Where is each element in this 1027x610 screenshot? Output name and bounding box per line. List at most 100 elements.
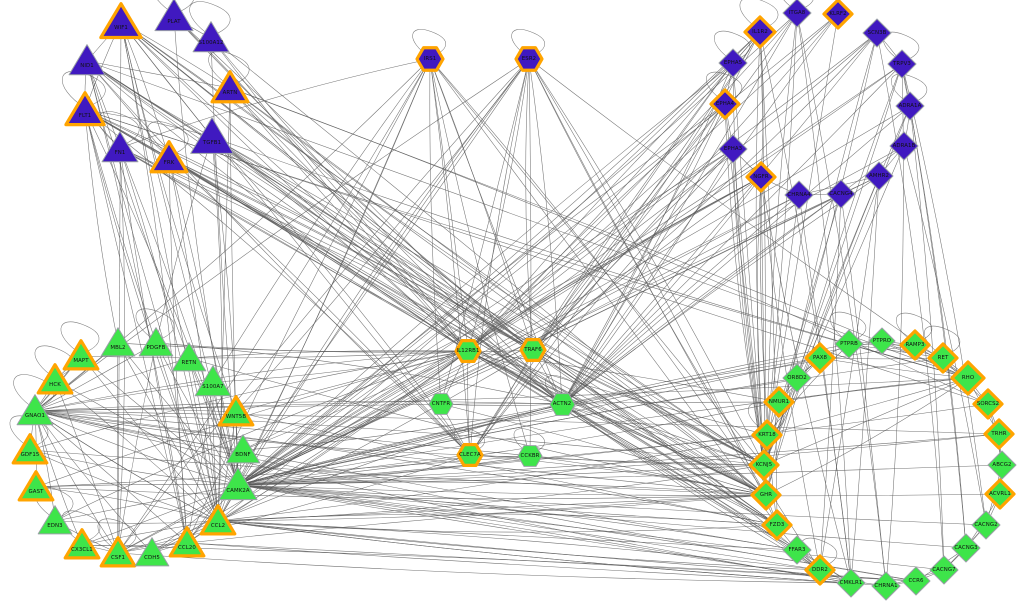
graph-edge — [467, 103, 726, 352]
graph-node-esr2[interactable]: ESR2 — [510, 40, 548, 78]
graph-edge — [35, 484, 239, 488]
graph-edge — [440, 403, 563, 406]
graph-edge — [766, 377, 969, 436]
graph-edge — [84, 109, 765, 466]
node-shape-diamond — [927, 342, 959, 374]
graph-edge — [237, 176, 762, 486]
graph-edge — [561, 403, 767, 496]
graph-node-gnao1[interactable]: GNAO1 — [13, 389, 57, 433]
graph-node-cdh5[interactable]: CDH5 — [131, 532, 173, 574]
graph-edge — [237, 32, 878, 486]
graph-edge — [237, 464, 765, 486]
node-shape-diamond — [983, 418, 1015, 450]
graph-self-loop — [208, 51, 250, 87]
graph-node-cacng4[interactable]: CACNG4 — [821, 174, 861, 214]
graph-node-tgfb1[interactable]: TGFB1 — [187, 112, 237, 162]
graph-node-fn1[interactable]: FN1 — [98, 126, 142, 170]
graph-edge — [237, 433, 1000, 486]
graph-edge — [155, 136, 213, 344]
graph-node-traf6[interactable]: TRAF6 — [515, 332, 551, 368]
graph-node-trpv3[interactable]: TRPV3 — [882, 44, 922, 84]
graph-self-loop — [135, 308, 175, 342]
graph-edge — [212, 58, 431, 383]
graph-edge — [532, 62, 734, 351]
graph-self-loop — [511, 29, 545, 58]
graph-node-il12rb1[interactable]: IL12RB1 — [450, 333, 486, 369]
graph-edge — [155, 342, 219, 522]
graph-edge — [211, 136, 223, 522]
graph-edge — [34, 410, 219, 522]
graph-node-clec7a[interactable]: CLEC7A — [452, 437, 488, 473]
graph-edge — [429, 58, 563, 405]
graph-edge — [237, 350, 469, 486]
graph-node-itga8[interactable]: ITGA8 — [777, 0, 817, 33]
graph-edge — [217, 350, 469, 522]
graph-node-nid1[interactable]: NID1 — [65, 39, 109, 83]
graph-node-s100a12[interactable]: S100A12 — [189, 16, 233, 60]
graph-node-cntfr[interactable]: CNTFR — [423, 386, 459, 422]
graph-edge — [34, 410, 83, 546]
graph-edge — [469, 58, 530, 456]
graph-node-frk[interactable]: FRK — [147, 136, 191, 180]
graph-edge — [186, 381, 214, 544]
graph-edge — [188, 350, 469, 359]
graph-node-irs1[interactable]: IRS1 — [411, 40, 449, 78]
graph-edge — [798, 194, 852, 584]
graph-edge — [467, 176, 762, 352]
graph-edge — [217, 434, 768, 522]
graph-edge — [34, 410, 778, 526]
node-shape-triangle — [154, 0, 194, 32]
graph-edge — [237, 377, 798, 486]
node-shape-triangle — [100, 327, 136, 357]
graph-node-adra1a[interactable]: ADRA1A — [890, 86, 930, 126]
graph-edge — [467, 32, 878, 352]
graph-node-gdf15[interactable]: GDF15 — [9, 429, 51, 471]
graph-node-klrf2[interactable]: KLRF2 — [818, 0, 858, 34]
graph-edge — [54, 379, 219, 522]
graph-node-epha4[interactable]: EPHA4 — [705, 84, 745, 124]
graph-edge — [237, 464, 1003, 486]
graph-node-amhr2[interactable]: AMHR2 — [859, 156, 899, 196]
graph-edge — [229, 87, 534, 351]
graph-edge — [119, 147, 765, 466]
graph-edge — [34, 410, 765, 466]
graph-edge — [117, 58, 530, 554]
graph-edge — [765, 105, 911, 496]
node-shape-triangle — [134, 537, 170, 567]
graph-edge — [217, 520, 821, 571]
graph-edge — [429, 58, 765, 466]
graph-edge — [119, 147, 239, 486]
node-shape-diamond — [868, 327, 896, 355]
node-shape-triangle — [210, 70, 250, 104]
graph-node-artn[interactable]: ARTN — [208, 66, 252, 110]
graph-edge — [561, 12, 798, 405]
graph-node-ngfr[interactable]: NGFR — [741, 157, 781, 197]
graph-edge — [561, 403, 798, 551]
graph-node-ccr6[interactable]: CCR6 — [896, 561, 936, 601]
graph-edge — [237, 176, 762, 486]
node-shape-diamond — [826, 179, 856, 209]
graph-self-loop — [157, 0, 194, 15]
graph-edge — [237, 377, 969, 486]
graph-edge — [469, 148, 734, 456]
graph-node-actn2[interactable]: ACTN2 — [544, 386, 581, 423]
graph-edge — [763, 377, 969, 466]
graph-node-wnt5b[interactable]: WNT5B — [215, 391, 257, 433]
graph-edge — [237, 194, 800, 486]
graph-self-loop — [97, 518, 137, 552]
graph-node-epha5[interactable]: EPHA5 — [713, 43, 753, 83]
graph-node-chrna4[interactable]: CHRNA4 — [779, 175, 819, 215]
graph-edge — [34, 401, 563, 412]
node-shape-diamond — [887, 49, 917, 79]
graph-node-cmklr1[interactable]: CMKLR1 — [831, 563, 871, 603]
graph-edge — [173, 15, 469, 352]
graph-edge — [34, 410, 852, 584]
node-shape-diamond — [889, 131, 919, 161]
node-shape-diamond — [782, 0, 812, 28]
graph-edge — [237, 484, 1001, 497]
graph-edge — [561, 193, 842, 405]
graph-node-mbl2[interactable]: MBL2 — [97, 322, 139, 364]
graph-edge — [29, 449, 767, 496]
graph-node-cckbr[interactable]: CCKBR — [512, 438, 548, 474]
